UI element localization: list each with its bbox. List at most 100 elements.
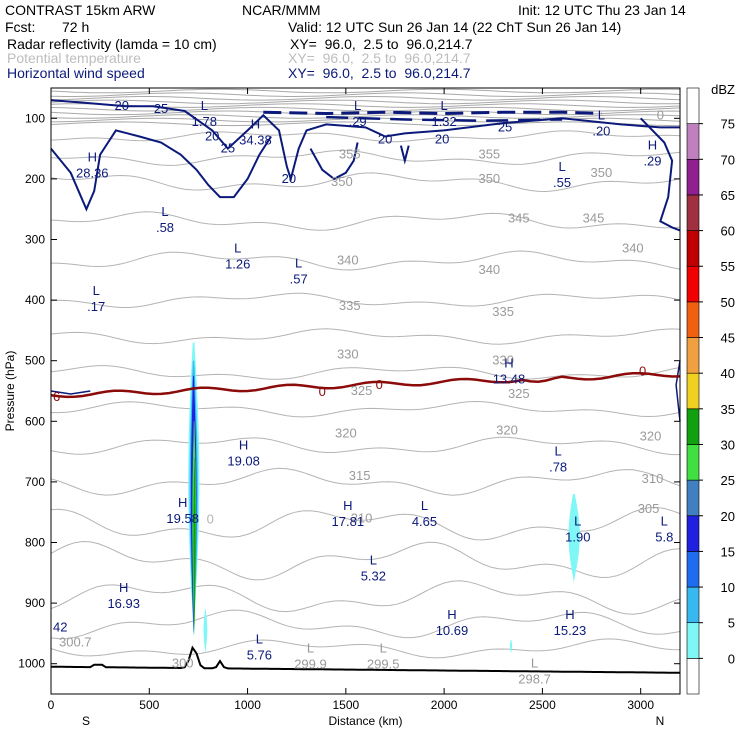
- colorbar-label: 75: [721, 117, 735, 132]
- colorbar-segment: [686, 586, 700, 624]
- theta-contour-label: 325: [508, 386, 530, 401]
- freezing-level-line: [50, 371, 681, 399]
- theta-contour-label: 340: [622, 241, 644, 256]
- theta-contour-label: 330: [337, 347, 359, 362]
- wind-contour: [309, 142, 359, 181]
- freezing-line-label: 0: [376, 377, 383, 392]
- colorbar-label: 25: [721, 473, 735, 488]
- extremum-marker: H: [119, 580, 128, 595]
- theta-contour-upper: [50, 106, 681, 112]
- theta-contour-label: 350: [478, 171, 500, 186]
- colorbar-label: 55: [721, 259, 735, 274]
- wind-contour-label: 20: [115, 98, 129, 113]
- extremum-value: .29: [643, 154, 661, 169]
- extremum-marker: H: [343, 498, 352, 513]
- plot-frame: [50, 87, 681, 695]
- theta-contour-label: 320: [335, 425, 357, 440]
- axes: 0 500 1000 1500 2000 2500 30001002003004005006…: [3, 87, 681, 728]
- colorbar-segment: [686, 479, 700, 517]
- edge-label: 300.7: [59, 634, 92, 649]
- extremum-marker: H: [447, 607, 456, 622]
- extremum-value: 1.78: [192, 114, 217, 129]
- theta-contour-upper: [50, 99, 681, 105]
- wind-contour-label: 25: [154, 101, 168, 116]
- y-tick-label: 200: [25, 172, 45, 186]
- extremum-marker: H: [178, 495, 187, 510]
- extremum-marker: L: [598, 107, 605, 122]
- extremum-marker: H: [88, 150, 97, 165]
- colorbar-label: 5: [728, 616, 735, 631]
- theta-contour: [50, 130, 681, 143]
- x-tick-label: 0: [48, 698, 55, 712]
- extremum-marker: L: [421, 498, 428, 513]
- field-xy-wind: XY= 96.0, 2.5 to 96.0,214.7: [288, 65, 471, 81]
- edge-label: 6: [53, 389, 60, 404]
- extremum-marker: L: [441, 98, 448, 113]
- y-tick-label: 500: [25, 354, 45, 368]
- colorbar-segment: [686, 230, 700, 267]
- edge-label: 0: [657, 107, 664, 122]
- extremum-value: .20: [592, 123, 610, 138]
- colorbar-segment: [686, 551, 700, 588]
- theta-contour-label: 345: [583, 210, 605, 225]
- colorbar-label: 15: [721, 544, 735, 559]
- theta-contour-label: 320: [496, 422, 518, 437]
- theta-contour: [50, 436, 680, 456]
- extremum-marker: H: [239, 438, 248, 453]
- plot-title: CONTRAST 15km ARW: [5, 2, 156, 18]
- colorbar-label: 30: [721, 437, 735, 452]
- extremum-marker: L: [558, 159, 565, 174]
- colorbar-segment: [686, 301, 700, 338]
- theta-contour-label: 335: [492, 304, 514, 319]
- extremum-value: 298.7: [518, 672, 551, 687]
- wind-contour: [50, 99, 680, 183]
- x-tick-label: 1500: [332, 698, 359, 712]
- colorbar-label: 45: [721, 331, 735, 346]
- y-tick-label: 700: [25, 475, 45, 489]
- field-name-theta: Potential temperature: [7, 50, 141, 66]
- field-name-reflectivity: Radar reflectivity (lamda = 10 cm): [7, 36, 217, 52]
- extremum-marker: L: [380, 641, 387, 656]
- theta-contours: [50, 88, 681, 659]
- field-name-wind: Horizontal wind speed: [7, 65, 145, 81]
- extremum-marker: L: [307, 641, 314, 656]
- colorbar-unit: dBZ: [711, 82, 735, 97]
- extremum-value: .55: [553, 175, 571, 190]
- theta-contour-upper: [50, 110, 681, 116]
- y-tick-label: 900: [25, 596, 45, 610]
- extremum-marker: L: [661, 513, 668, 528]
- theta-contour: [50, 580, 681, 615]
- freezing-line-label: 0: [639, 364, 646, 379]
- colorbar-segment: [686, 337, 700, 374]
- y-tick-label: 600: [25, 414, 45, 428]
- extremum-marker: L: [531, 656, 538, 671]
- theta-contour: [50, 211, 681, 231]
- extremum-value: 299.5: [367, 657, 400, 672]
- extremum-marker: H: [648, 138, 657, 153]
- colorbar-segment: [686, 515, 700, 552]
- theta-contour-label: 315: [349, 468, 371, 483]
- field-xy-reflectivity: XY= 96.0, 2.5 to 96.0,214.7: [290, 36, 473, 52]
- extremum-marker: H: [251, 116, 260, 131]
- theta-contour: [50, 638, 681, 659]
- wind-contour-jet: [263, 110, 602, 116]
- theta-contour-label: 320: [640, 428, 662, 443]
- freezing-line-label: 0: [319, 384, 326, 399]
- x-axis-label: Distance (km): [328, 714, 402, 728]
- terrain: [50, 645, 680, 674]
- wind-contour-label: 20: [205, 128, 219, 143]
- extremum-value: 19.08: [227, 454, 260, 469]
- y-tick-label: 400: [25, 293, 45, 307]
- theta-contour: [50, 467, 681, 496]
- colorbar-segment: [686, 408, 700, 445]
- extremum-value: .57: [290, 272, 308, 287]
- colorbar-label: 40: [721, 366, 735, 381]
- extremum-value: 28.36: [76, 166, 109, 181]
- reflectivity-shading: [188, 342, 580, 664]
- extremum-marker: L: [555, 444, 562, 459]
- colorbar-label: 10: [721, 580, 735, 595]
- colorbar-label: 35: [721, 402, 735, 417]
- colorbar-label: 70: [721, 152, 735, 167]
- theta-contour-label: 305: [638, 501, 660, 516]
